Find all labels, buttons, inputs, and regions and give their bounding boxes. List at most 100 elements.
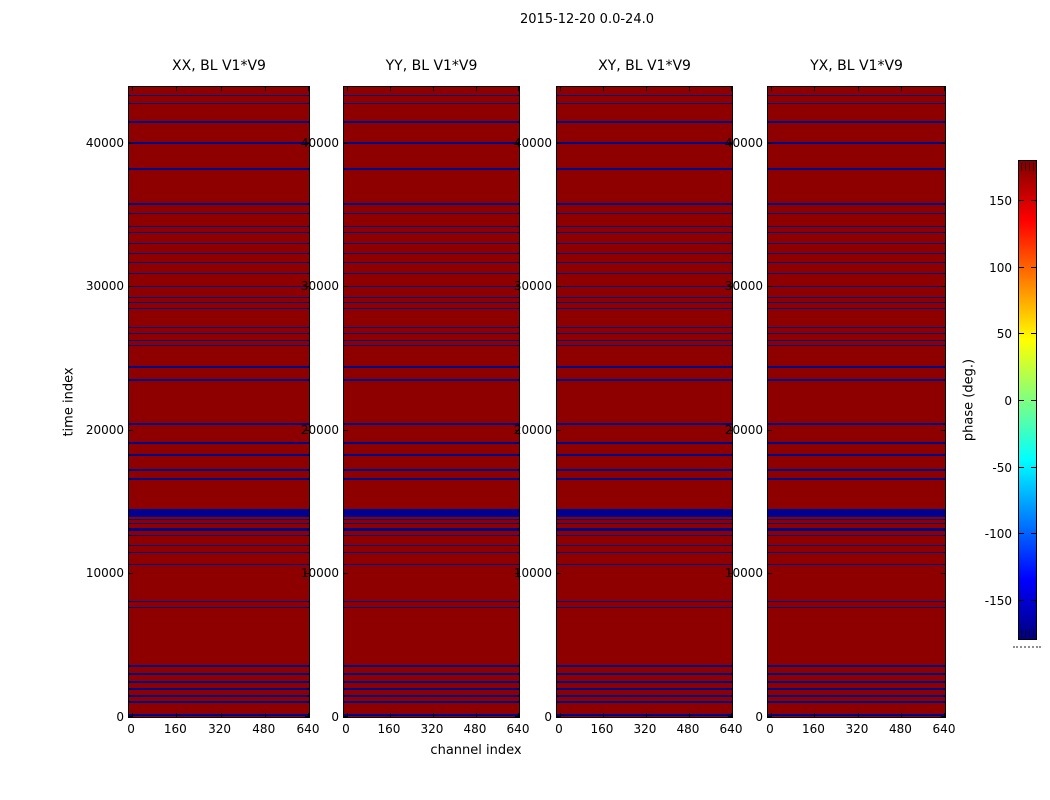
colorbar-tick-mark — [1019, 600, 1024, 601]
phase-row-line — [557, 339, 732, 342]
x-tick-label: 160 — [377, 722, 401, 736]
colorbar-tick-label: -150 — [984, 594, 1012, 608]
phase-row-line — [129, 544, 309, 547]
colorbar-cell-edge-hatch — [1021, 629, 1034, 637]
phase-row-line — [557, 518, 732, 521]
phase-row-line — [557, 203, 732, 205]
x-tick-label: 160 — [590, 722, 614, 736]
phase-row-line — [344, 688, 519, 690]
phase-row-line — [768, 681, 945, 683]
phase-row-line — [768, 94, 945, 97]
phase-row-line — [768, 301, 945, 304]
phase-row-line — [129, 606, 309, 609]
phase-row-line — [768, 665, 945, 667]
x-tick-mark — [645, 713, 647, 717]
x-tick-label: 480 — [889, 722, 912, 736]
y-tick-mark — [344, 286, 348, 288]
phase-row-line — [129, 121, 309, 123]
x-tick-mark — [475, 713, 477, 717]
y-tick-mark — [728, 142, 732, 144]
x-tick-mark — [518, 713, 519, 717]
phase-row-line — [768, 252, 945, 255]
x-tick-mark — [518, 87, 519, 91]
phase-row-line — [344, 339, 519, 342]
phase-row-line — [129, 665, 309, 667]
x-tick-mark — [432, 713, 434, 717]
colorbar-tick-label: 100 — [989, 260, 1012, 275]
y-tick-label: 40000 — [724, 135, 763, 150]
x-tick-mark — [944, 713, 945, 717]
phase-row-line — [129, 339, 309, 342]
colorbar-tick-mark — [1019, 200, 1024, 201]
heatmap-panel — [556, 86, 733, 718]
y-tick-label: 30000 — [85, 279, 124, 294]
phase-row-line — [557, 142, 732, 144]
phase-row-line — [129, 231, 309, 234]
x-tick-mark — [346, 713, 348, 717]
y-tick-mark — [344, 573, 348, 575]
x-tick-label: 0 — [342, 722, 350, 736]
phase-row-line — [344, 673, 519, 675]
y-tick-mark — [768, 142, 772, 144]
y-tick-mark — [305, 429, 309, 431]
x-axis-label: channel index — [430, 743, 522, 758]
phase-row-line — [768, 242, 945, 245]
x-tick-mark — [264, 713, 266, 717]
x-tick-label: 320 — [420, 722, 444, 736]
phase-row-line — [129, 695, 309, 697]
phase-row-line — [768, 423, 945, 425]
phase-row-line — [768, 442, 945, 444]
phase-row-line — [129, 423, 309, 425]
phase-row-line — [129, 326, 309, 329]
phase-row-line — [129, 701, 309, 703]
phase-row-line — [129, 518, 309, 521]
y-tick-label: 10000 — [513, 566, 552, 581]
phase-row-line — [768, 379, 945, 381]
phase-row-line — [557, 522, 732, 525]
y-tick-mark — [728, 429, 732, 431]
x-tick-mark — [475, 87, 477, 91]
y-tick-mark — [728, 286, 732, 288]
phase-row-line — [344, 272, 519, 275]
phase-row-line — [768, 673, 945, 675]
phase-row-line — [129, 688, 309, 690]
x-tick-mark — [389, 87, 391, 91]
phase-row-line — [557, 272, 732, 275]
y-tick-label: 20000 — [724, 422, 763, 437]
phase-row-line — [768, 606, 945, 609]
phase-row-line — [557, 600, 732, 603]
phase-row-line — [344, 203, 519, 205]
colorbar-tick-mark — [1031, 266, 1036, 268]
phase-row-line — [344, 366, 519, 368]
y-tick-label: 10000 — [85, 566, 124, 581]
phase-row-line — [557, 307, 732, 310]
phase-row-line — [344, 665, 519, 667]
phase-row-line — [768, 518, 945, 521]
colorbar-tick-mark — [1019, 266, 1024, 268]
phase-row-line — [557, 688, 732, 690]
phase-row-line — [768, 307, 945, 310]
phase-row-line — [129, 203, 309, 205]
phase-row-line — [344, 606, 519, 609]
y-tick-mark — [305, 142, 309, 144]
x-tick-mark — [944, 87, 945, 91]
x-tick-mark — [308, 713, 309, 717]
phase-row-line — [557, 102, 732, 105]
phase-row-line — [557, 379, 732, 381]
y-tick-mark — [728, 573, 732, 575]
phase-row-line — [129, 534, 309, 537]
x-tick-mark — [731, 87, 732, 91]
phase-row-line — [768, 522, 945, 525]
y-tick-label: 40000 — [300, 135, 339, 150]
phase-row-line — [557, 551, 732, 554]
phase-row-line — [129, 379, 309, 381]
y-tick-mark — [557, 429, 561, 431]
x-tick-mark — [857, 87, 859, 91]
x-tick-mark — [814, 87, 816, 91]
y-tick-mark — [941, 142, 945, 144]
heatmap-panel — [343, 86, 520, 718]
y-tick-mark — [129, 716, 133, 717]
phase-row-line — [557, 563, 732, 566]
phase-row-line — [344, 94, 519, 97]
